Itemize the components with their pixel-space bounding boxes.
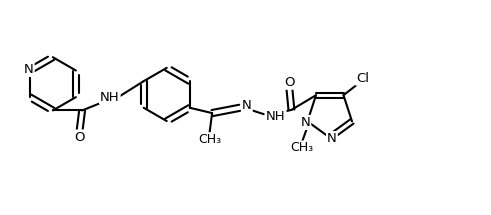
Text: O: O xyxy=(284,76,295,89)
Text: NH: NH xyxy=(266,110,285,123)
Text: CH₃: CH₃ xyxy=(198,133,221,146)
Text: N: N xyxy=(327,132,337,145)
Text: N: N xyxy=(300,116,310,129)
Text: N: N xyxy=(24,63,33,76)
Text: CH₃: CH₃ xyxy=(291,141,314,155)
Text: N: N xyxy=(242,99,252,112)
Text: NH: NH xyxy=(100,91,120,104)
Text: Cl: Cl xyxy=(356,72,369,85)
Text: O: O xyxy=(74,131,85,144)
